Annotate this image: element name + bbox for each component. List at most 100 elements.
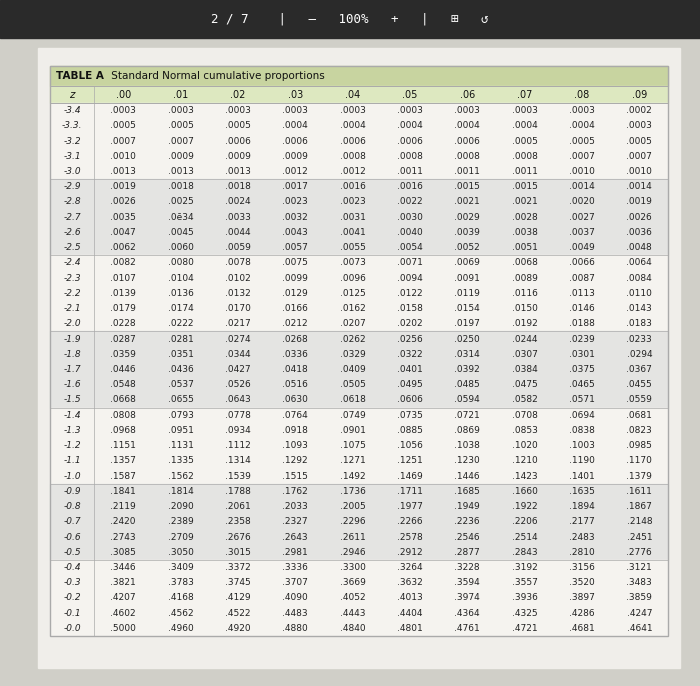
Text: .1038: .1038	[454, 441, 480, 450]
Text: .0005: .0005	[110, 121, 136, 130]
Text: .0228: .0228	[111, 319, 136, 329]
Text: .0016: .0016	[397, 182, 423, 191]
Text: .1230: .1230	[454, 456, 480, 465]
Text: .1977: .1977	[397, 502, 423, 511]
Text: -1.3: -1.3	[64, 426, 81, 435]
Text: .0158: .0158	[397, 304, 423, 313]
Text: .0094: .0094	[397, 274, 423, 283]
Text: .0146: .0146	[569, 304, 595, 313]
Text: .0571: .0571	[569, 395, 595, 405]
Text: .0823: .0823	[626, 426, 652, 435]
Text: .2514: .2514	[512, 532, 538, 541]
Text: .0075: .0075	[282, 259, 308, 268]
Text: .4522: .4522	[225, 608, 251, 617]
Text: .0537: .0537	[167, 380, 193, 389]
Text: .0233: .0233	[626, 335, 652, 344]
Bar	[50, 179, 668, 194]
Text: .0183: .0183	[626, 319, 652, 329]
Text: -3.2: -3.2	[64, 137, 81, 145]
Text: .0735: .0735	[397, 411, 423, 420]
Text: .0006: .0006	[397, 137, 423, 145]
Text: .0749: .0749	[340, 411, 365, 420]
Bar	[50, 149, 668, 164]
Text: .0089: .0089	[512, 274, 538, 283]
Text: .1292: .1292	[282, 456, 308, 465]
Bar	[50, 423, 668, 438]
Text: .0005: .0005	[167, 121, 193, 130]
Bar	[50, 255, 668, 270]
Text: .0113: .0113	[569, 289, 595, 298]
Text: .1788: .1788	[225, 487, 251, 496]
Text: .0116: .0116	[512, 289, 538, 298]
Text: .4960: .4960	[167, 624, 193, 633]
Text: .1587: .1587	[110, 471, 136, 481]
Text: .0026: .0026	[626, 213, 652, 222]
Text: -1.5: -1.5	[64, 395, 81, 405]
Text: .4920: .4920	[225, 624, 251, 633]
Text: .0104: .0104	[167, 274, 193, 283]
Text: .4801: .4801	[397, 624, 423, 633]
Text: .0256: .0256	[397, 335, 423, 344]
Text: .0013: .0013	[167, 167, 193, 176]
Bar	[50, 407, 668, 423]
Bar	[50, 621, 668, 636]
Text: .0003: .0003	[454, 106, 480, 115]
Text: .4483: .4483	[282, 608, 308, 617]
Text: -2.4: -2.4	[64, 259, 81, 268]
Text: .0054: .0054	[397, 243, 423, 252]
Bar	[50, 118, 668, 134]
Text: .0869: .0869	[454, 426, 480, 435]
Text: 2 / 7    |   —   100%   +   |   ⊞   ↺: 2 / 7 | — 100% + | ⊞ ↺	[211, 12, 489, 25]
Bar	[50, 438, 668, 453]
Text: .0110: .0110	[626, 289, 652, 298]
Text: .1335: .1335	[167, 456, 193, 465]
Text: .1131: .1131	[167, 441, 193, 450]
Text: .2483: .2483	[569, 532, 595, 541]
Text: .0166: .0166	[282, 304, 308, 313]
Text: .3707: .3707	[282, 578, 308, 587]
Text: .1020: .1020	[512, 441, 538, 450]
Text: .0268: .0268	[282, 335, 308, 344]
Text: -1.4: -1.4	[64, 411, 81, 420]
Text: .2578: .2578	[397, 532, 423, 541]
Text: .0244: .0244	[512, 335, 538, 344]
Text: .1736: .1736	[340, 487, 365, 496]
Text: .04: .04	[345, 89, 361, 99]
Text: .0174: .0174	[167, 304, 193, 313]
Text: .0808: .0808	[110, 411, 136, 420]
Text: .2676: .2676	[225, 532, 251, 541]
Text: -3.0: -3.0	[64, 167, 81, 176]
Text: .0694: .0694	[569, 411, 595, 420]
Text: .2005: .2005	[340, 502, 365, 511]
Text: .0212: .0212	[282, 319, 308, 329]
Text: .0015: .0015	[512, 182, 538, 191]
Text: .0009: .0009	[282, 152, 308, 161]
Text: .0250: .0250	[454, 335, 480, 344]
Text: .3974: .3974	[454, 593, 480, 602]
Text: .0262: .0262	[340, 335, 365, 344]
Text: .0008: .0008	[512, 152, 538, 161]
Text: .0041: .0041	[340, 228, 365, 237]
Text: .0078: .0078	[225, 259, 251, 268]
Text: -2.8: -2.8	[64, 198, 81, 206]
Text: .0150: .0150	[512, 304, 538, 313]
Text: -1.8: -1.8	[64, 350, 81, 359]
Text: .0037: .0037	[569, 228, 595, 237]
Text: .0003: .0003	[110, 106, 136, 115]
Text: .2119: .2119	[111, 502, 136, 511]
Text: .0475: .0475	[512, 380, 538, 389]
Text: .0154: .0154	[454, 304, 480, 313]
Text: .0107: .0107	[110, 274, 136, 283]
Text: .0087: .0087	[569, 274, 595, 283]
Text: -0.8: -0.8	[64, 502, 81, 511]
Bar	[50, 164, 668, 179]
Text: .2177: .2177	[569, 517, 595, 526]
Text: .4207: .4207	[111, 593, 136, 602]
Text: .2611: .2611	[340, 532, 365, 541]
Text: .1515: .1515	[282, 471, 308, 481]
Text: .1894: .1894	[569, 502, 595, 511]
Text: .0793: .0793	[167, 411, 193, 420]
Text: .0045: .0045	[167, 228, 193, 237]
Text: .0023: .0023	[340, 198, 365, 206]
Text: TABLE A: TABLE A	[56, 71, 104, 81]
